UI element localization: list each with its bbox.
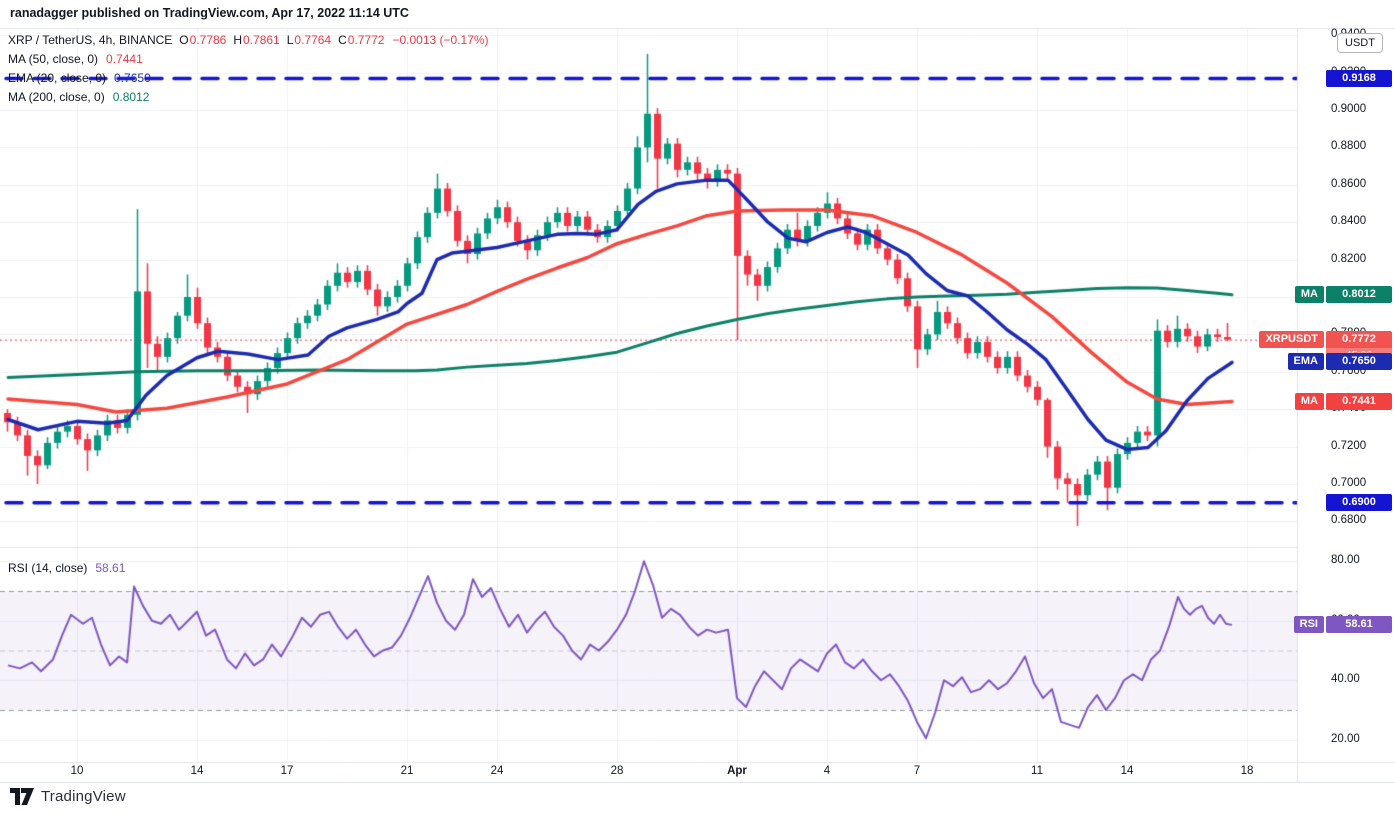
ohlc-values: O0.7786 H0.7861 L0.7764 C0.7772 −0.0013 (−0.… xyxy=(172,33,488,47)
indicator-value: 0.7441 xyxy=(106,52,143,66)
rsi-axis-label: 80.00 xyxy=(1331,554,1360,567)
rsi-legend-label: RSI (14, close) xyxy=(8,561,88,575)
price-axis-label: 0.8400 xyxy=(1331,215,1367,228)
indicator-label: EMA (20, close, 0) xyxy=(8,71,107,85)
ohlc-key: H xyxy=(233,33,243,47)
currency-unit-button[interactable]: USDT xyxy=(1337,33,1383,53)
rsi-axis-label: 40.00 xyxy=(1331,673,1360,686)
price-badge-value: 0.7650 xyxy=(1326,353,1392,371)
price-badge: 0.9168 xyxy=(1326,69,1392,87)
time-tick-label: 17 xyxy=(280,765,294,777)
time-tick-label: 10 xyxy=(70,765,84,777)
price-badge-chip: EMA xyxy=(1287,353,1324,371)
rsi-badge-chip: RSI xyxy=(1293,615,1324,633)
time-tick-label: 7 xyxy=(913,765,921,777)
time-tick-label: 11 xyxy=(1031,765,1043,777)
price-axis-label: 0.9000 xyxy=(1331,103,1367,115)
price-axis-label: 0.8200 xyxy=(1331,252,1367,265)
time-tick-label: 21 xyxy=(400,765,414,777)
tradingview-logo-icon xyxy=(10,788,34,805)
ohlc-value: −0.0013 (−0.17%) xyxy=(392,33,489,47)
price-axis-label: 0.8800 xyxy=(1331,140,1367,153)
price-axis-label: 0.8600 xyxy=(1331,177,1367,190)
price-badge-chip: MA xyxy=(1294,285,1324,303)
price-badge: MA 0.8012 xyxy=(1294,285,1392,303)
tradingview-brand[interactable]: TradingView xyxy=(10,787,126,806)
ohlc-key: O xyxy=(179,33,189,47)
rsi-badge: RSI 58.61 xyxy=(1293,615,1392,633)
price-badge-value: 0.9168 xyxy=(1326,69,1392,87)
indicator-value: 0.7650 xyxy=(114,71,151,85)
indicator-legend-rows: MA (50, close, 0) 0.7441 EMA (20, close, 0… xyxy=(8,50,489,107)
symbol-legend-row[interactable]: XRP / TetherUS, 4h, BINANCE O0.7786 H0.786… xyxy=(8,31,489,50)
price-badge-value: 0.8012 xyxy=(1326,285,1392,303)
price-badge-value: 0.6900 xyxy=(1326,493,1392,511)
price-badge-value: 0.7772 xyxy=(1326,330,1392,348)
price-badge-chip: XRPUSDT xyxy=(1259,330,1324,348)
price-badge: MA 0.7441 xyxy=(1294,392,1392,410)
price-badge: 0.6900 xyxy=(1326,493,1392,511)
time-tick-label: 18 xyxy=(1240,765,1254,777)
rsi-axis-label: 20.00 xyxy=(1331,732,1360,745)
price-axis-label: 0.7200 xyxy=(1331,439,1367,452)
ohlc-value: 0.7861 xyxy=(243,33,280,47)
price-badge-chip: MA xyxy=(1294,392,1324,410)
time-tick-label: 14 xyxy=(1120,765,1134,777)
time-tick-label: 24 xyxy=(490,765,504,777)
time-tick-label: 14 xyxy=(190,765,204,777)
time-tick-label: Apr xyxy=(727,765,747,777)
symbol-title: XRP / TetherUS, 4h, BINANCE xyxy=(8,33,173,47)
time-tick-label: 4 xyxy=(823,765,831,777)
ohlc-value: 0.7786 xyxy=(189,33,227,47)
indicator-legend-row[interactable]: MA (200, close, 0) 0.8012 xyxy=(8,88,489,107)
price-chart-canvas[interactable] xyxy=(0,0,1395,783)
chart-legend[interactable]: XRP / TetherUS, 4h, BINANCE O0.7786 H0.786… xyxy=(8,31,489,107)
indicator-value: 0.8012 xyxy=(112,90,150,104)
indicator-label: MA (200, close, 0) xyxy=(8,90,105,104)
ohlc-value: 0.7772 xyxy=(347,33,385,47)
price-badge-value: 0.7441 xyxy=(1326,392,1392,410)
price-axis-label: 0.7000 xyxy=(1331,477,1367,489)
rsi-legend-value: 58.61 xyxy=(95,561,126,575)
tradingview-logo-text: TradingView xyxy=(41,788,126,805)
price-badge: EMA 0.7650 xyxy=(1287,353,1392,371)
indicator-label: MA (50, close, 0) xyxy=(8,52,99,66)
ohlc-key: L xyxy=(286,33,294,47)
indicator-legend-row[interactable]: MA (50, close, 0) 0.7441 xyxy=(8,50,489,69)
price-axis-label: 0.6800 xyxy=(1331,514,1367,527)
ohlc-key: C xyxy=(338,33,347,47)
ohlc-value: 0.7764 xyxy=(294,33,332,47)
rsi-badge-value: 58.61 xyxy=(1326,615,1392,633)
rsi-legend-row[interactable]: RSI (14, close) 58.61 xyxy=(8,561,125,575)
indicator-legend-row[interactable]: EMA (20, close, 0) 0.7650 xyxy=(8,69,489,88)
time-tick-label: 28 xyxy=(610,765,624,777)
